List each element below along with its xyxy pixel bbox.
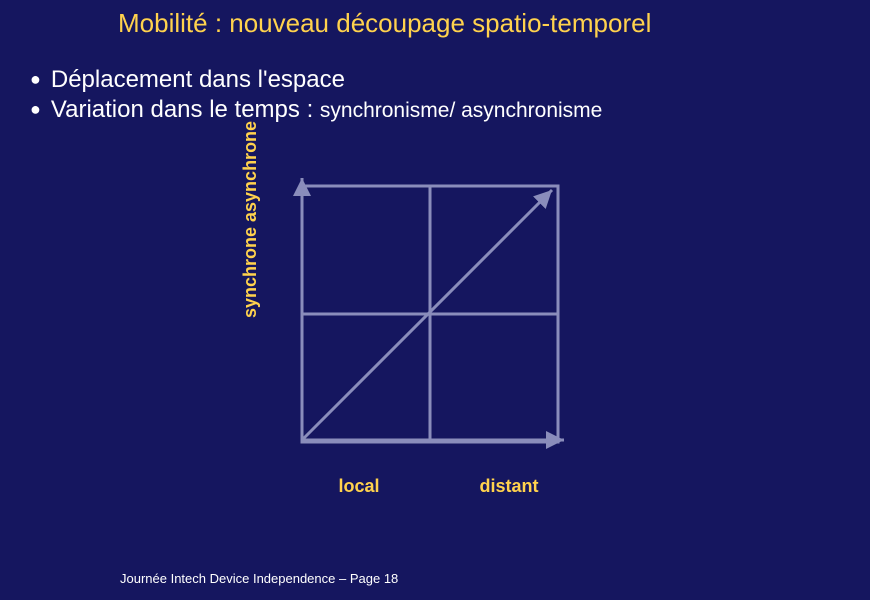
footer-prefix: Journée Intech Device Independence – Pag… (120, 571, 384, 586)
bullet-dot-icon: ● (30, 70, 41, 88)
slide-footer: Journée Intech Device Independence – Pag… (120, 571, 398, 586)
bullet-sub: synchronisme/ asynchronisme (320, 99, 602, 122)
bullet-main: Variation dans le temps : (51, 96, 320, 123)
quadrant-chart: synchrone asynchrone local distant (248, 168, 588, 528)
bullet-list: ● Déplacement dans l'espace ● Variation … (30, 65, 870, 125)
x-label-local: local (284, 476, 434, 497)
y-axis-label: synchrone asynchrone (240, 121, 261, 318)
bullet-item: ● Variation dans le temps : synchronisme… (30, 95, 870, 125)
bullet-item: ● Déplacement dans l'espace (30, 65, 870, 95)
slide-title: Mobilité : nouveau découpage spatio-temp… (0, 0, 870, 39)
bullet-text: Déplacement dans l'espace (51, 65, 345, 95)
bullet-dot-icon: ● (30, 100, 41, 118)
bullet-text: Variation dans le temps : synchronisme/ … (51, 95, 602, 125)
x-axis-labels: local distant (284, 476, 584, 497)
chart-svg (284, 168, 584, 468)
x-label-distant: distant (434, 476, 584, 497)
page-number: 18 (384, 571, 398, 586)
